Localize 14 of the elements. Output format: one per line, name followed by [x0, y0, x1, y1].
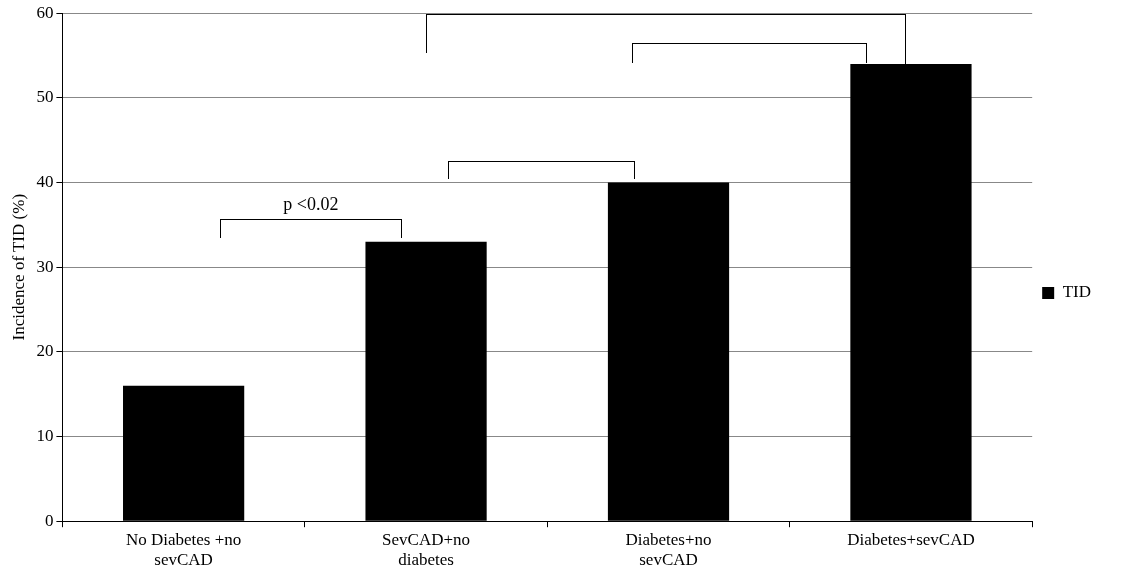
y-tick-label: 50	[36, 87, 54, 107]
y-tick-label: 0	[44, 510, 54, 530]
annotation: p <0.02	[283, 194, 339, 215]
y-axis-title: Incidence of TID (%)	[8, 193, 28, 341]
y-tick-label: 20	[36, 341, 54, 361]
x-tick-label: Diabetes+sevCAD	[847, 529, 975, 549]
y-tick-label: 30	[36, 256, 54, 276]
x-tick-label: Diabetes+no sevCAD	[625, 529, 712, 570]
y-tick-label: 10	[36, 426, 54, 445]
x-tick-label: SevCAD+no diabetes	[382, 529, 471, 570]
legend-label: TID	[1062, 282, 1092, 302]
y-tick-label: 60	[36, 2, 54, 22]
y-tick-label: 40	[36, 172, 54, 191]
x-tick-label: No Diabetes +no sevCAD	[125, 529, 242, 570]
